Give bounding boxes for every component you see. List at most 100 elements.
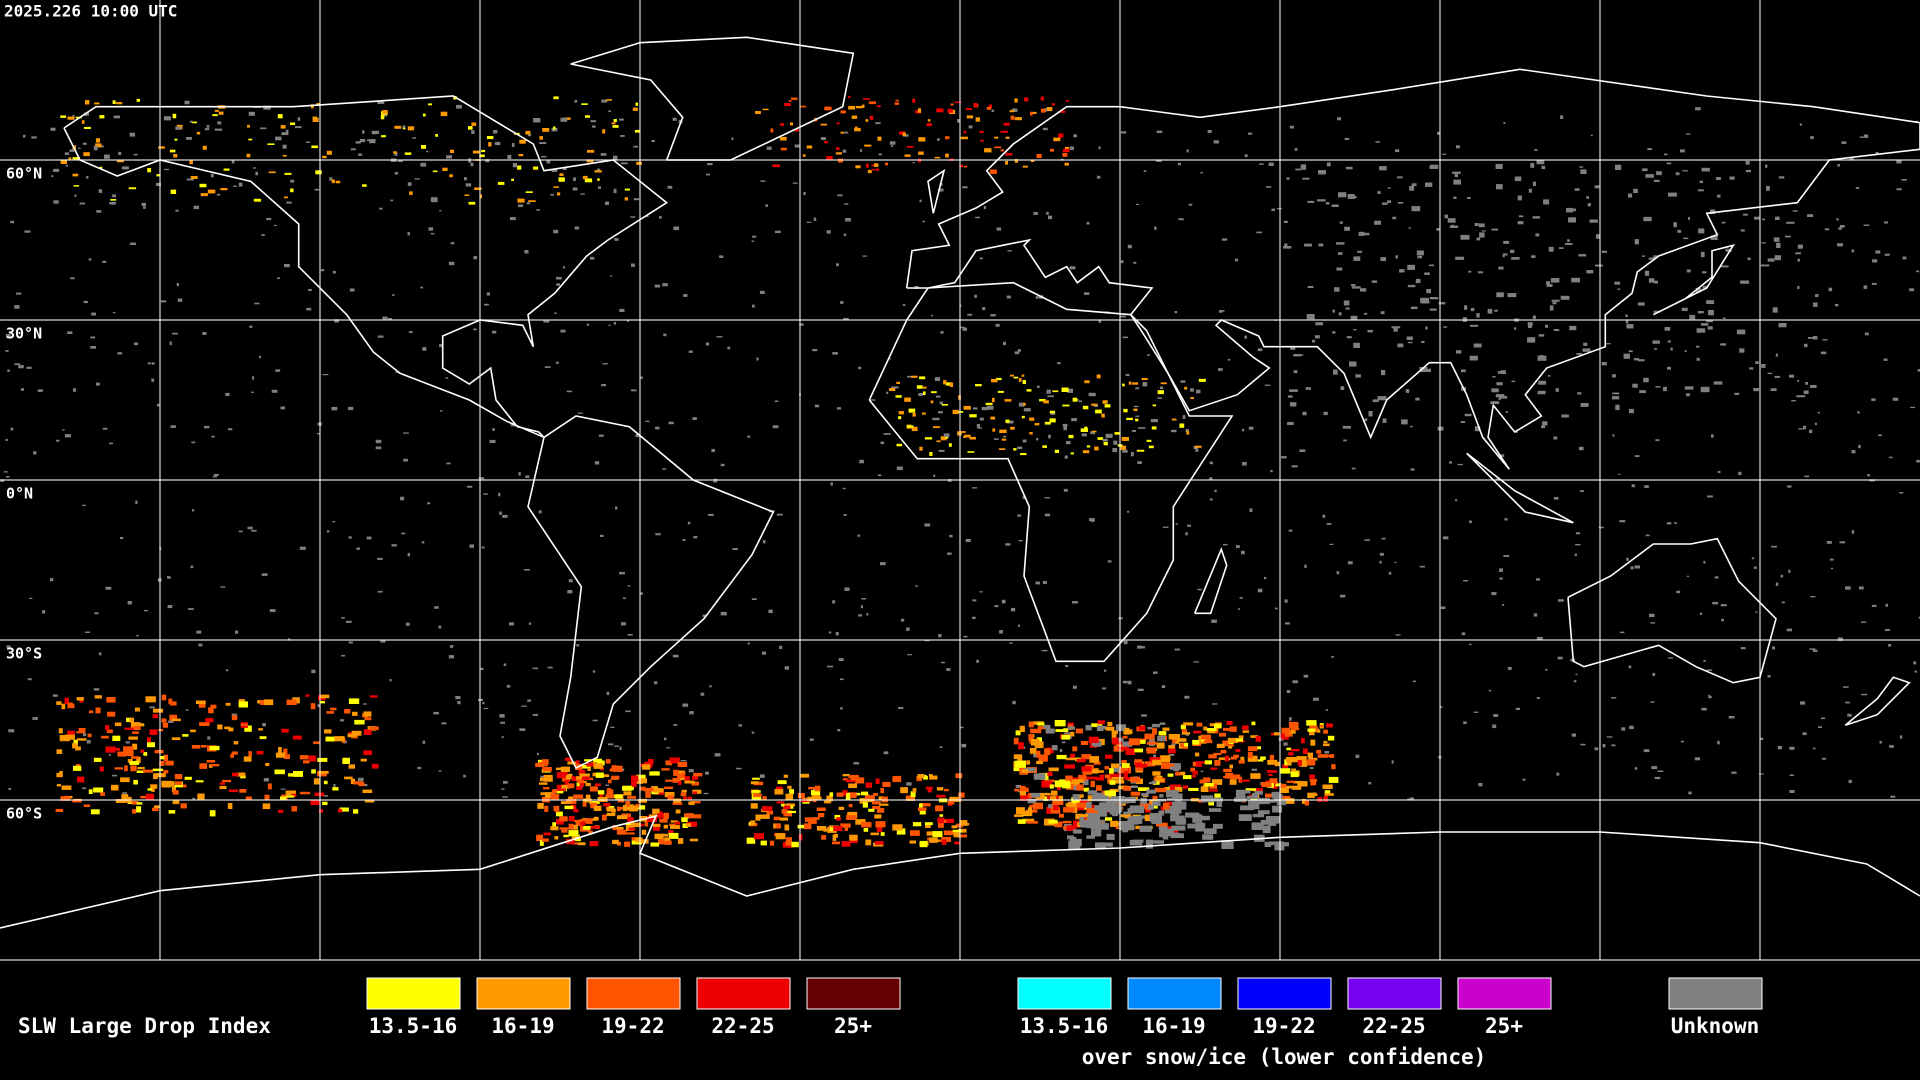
cloud-speck (1005, 152, 1013, 156)
cloud-speck (1145, 761, 1156, 767)
cloud-speck (169, 149, 176, 153)
cloud-speck (854, 127, 861, 132)
cloud-speck (1284, 785, 1295, 789)
cloud-speck (653, 681, 658, 685)
cloud-speck (601, 384, 606, 387)
cloud-speck (814, 785, 821, 792)
cloud-speck (1109, 808, 1117, 815)
cloud-speck (1323, 729, 1328, 734)
cloud-speck (1018, 790, 1021, 793)
cloud-speck (1069, 266, 1076, 270)
cloud-speck (1808, 337, 1816, 339)
timestamp: 2025.226 10:00 UTC (4, 2, 177, 21)
cloud-speck (1721, 221, 1726, 224)
cloud-speck (556, 276, 562, 280)
cloud-speck (768, 609, 773, 614)
cloud-speck (1684, 350, 1687, 353)
cloud-speck (1611, 744, 1616, 747)
cloud-speck (564, 117, 571, 120)
cloud-speck (1289, 389, 1298, 392)
cloud-speck (826, 795, 833, 802)
cloud-speck (606, 99, 612, 101)
cloud-speck (189, 120, 193, 123)
cloud-speck (545, 792, 552, 799)
cloud-speck (1048, 434, 1051, 439)
cloud-speck (691, 781, 700, 786)
cloud-speck (1175, 741, 1179, 744)
cloud-speck (1099, 802, 1108, 809)
cloud-speck (1309, 774, 1315, 779)
cloud-speck (688, 769, 694, 773)
cloud-speck (930, 400, 934, 404)
cloud-speck (896, 466, 903, 470)
cloud-speck (889, 388, 896, 391)
cloud-speck (1699, 180, 1703, 184)
cloud-speck (645, 420, 650, 423)
cloud-speck (902, 304, 906, 306)
cloud-speck (607, 788, 611, 793)
cloud-speck (682, 539, 686, 541)
cloud-speck (53, 168, 60, 172)
cloud-speck (381, 135, 386, 138)
coastline (0, 814, 1920, 929)
cloud-speck (979, 591, 983, 593)
cloud-speck (1502, 254, 1505, 258)
cloud-speck (912, 822, 922, 827)
cloud-speck (1251, 822, 1264, 830)
cloud-speck (636, 774, 646, 780)
cloud-speck (51, 175, 54, 177)
cloud-speck (293, 771, 303, 777)
cloud-speck (83, 112, 89, 116)
cloud-speck (1644, 485, 1649, 488)
cloud-speck (899, 131, 906, 135)
cloud-speck (56, 784, 61, 787)
cloud-speck (1306, 314, 1315, 320)
cloud-speck (168, 720, 174, 723)
cloud-speck (1033, 751, 1039, 758)
cloud-speck (1391, 326, 1401, 329)
cloud-speck (88, 789, 93, 794)
cloud-speck (1425, 368, 1431, 372)
cloud-speck (781, 809, 788, 814)
cloud-speck (1651, 766, 1658, 770)
cloud-speck (133, 342, 139, 346)
cloud-speck (96, 210, 102, 213)
cloud-speck (1203, 726, 1208, 731)
cloud-speck (1112, 448, 1118, 453)
cloud-speck (1019, 785, 1026, 789)
cloud-speck (155, 182, 161, 186)
cloud-speck (564, 779, 569, 786)
cloud-speck (1492, 376, 1496, 378)
cloud-speck (220, 188, 228, 191)
cloud-speck (929, 452, 933, 456)
cloud-speck (31, 136, 37, 139)
cloud-speck (1163, 802, 1170, 810)
cloud-speck (1136, 738, 1147, 741)
cloud-speck (1324, 793, 1334, 796)
cloud-speck (821, 835, 827, 840)
cloud-speck (1086, 808, 1098, 813)
cloud-speck (1463, 721, 1467, 724)
cloud-speck (1041, 780, 1053, 788)
cloud-speck (776, 513, 783, 516)
cloud-speck (655, 426, 660, 430)
cloud-speck (1896, 159, 1902, 164)
cloud-speck (1070, 452, 1074, 455)
cloud-speck (977, 427, 982, 429)
cloud-speck (1279, 787, 1289, 793)
cloud-speck (602, 363, 608, 365)
cloud-speck (1642, 255, 1646, 257)
cloud-speck (921, 412, 926, 415)
cloud-speck (959, 823, 970, 826)
cloud-speck (1003, 122, 1010, 126)
cloud-speck (1698, 228, 1705, 234)
cloud-speck (835, 152, 842, 155)
cloud-speck (1057, 362, 1061, 365)
cloud-speck (1196, 761, 1202, 767)
cloud-speck (450, 149, 455, 153)
cloud-speck (93, 757, 102, 762)
cloud-speck (163, 754, 169, 761)
cloud-speck (1051, 103, 1055, 106)
cloud-speck (565, 839, 575, 845)
cloud-speck (156, 403, 160, 407)
